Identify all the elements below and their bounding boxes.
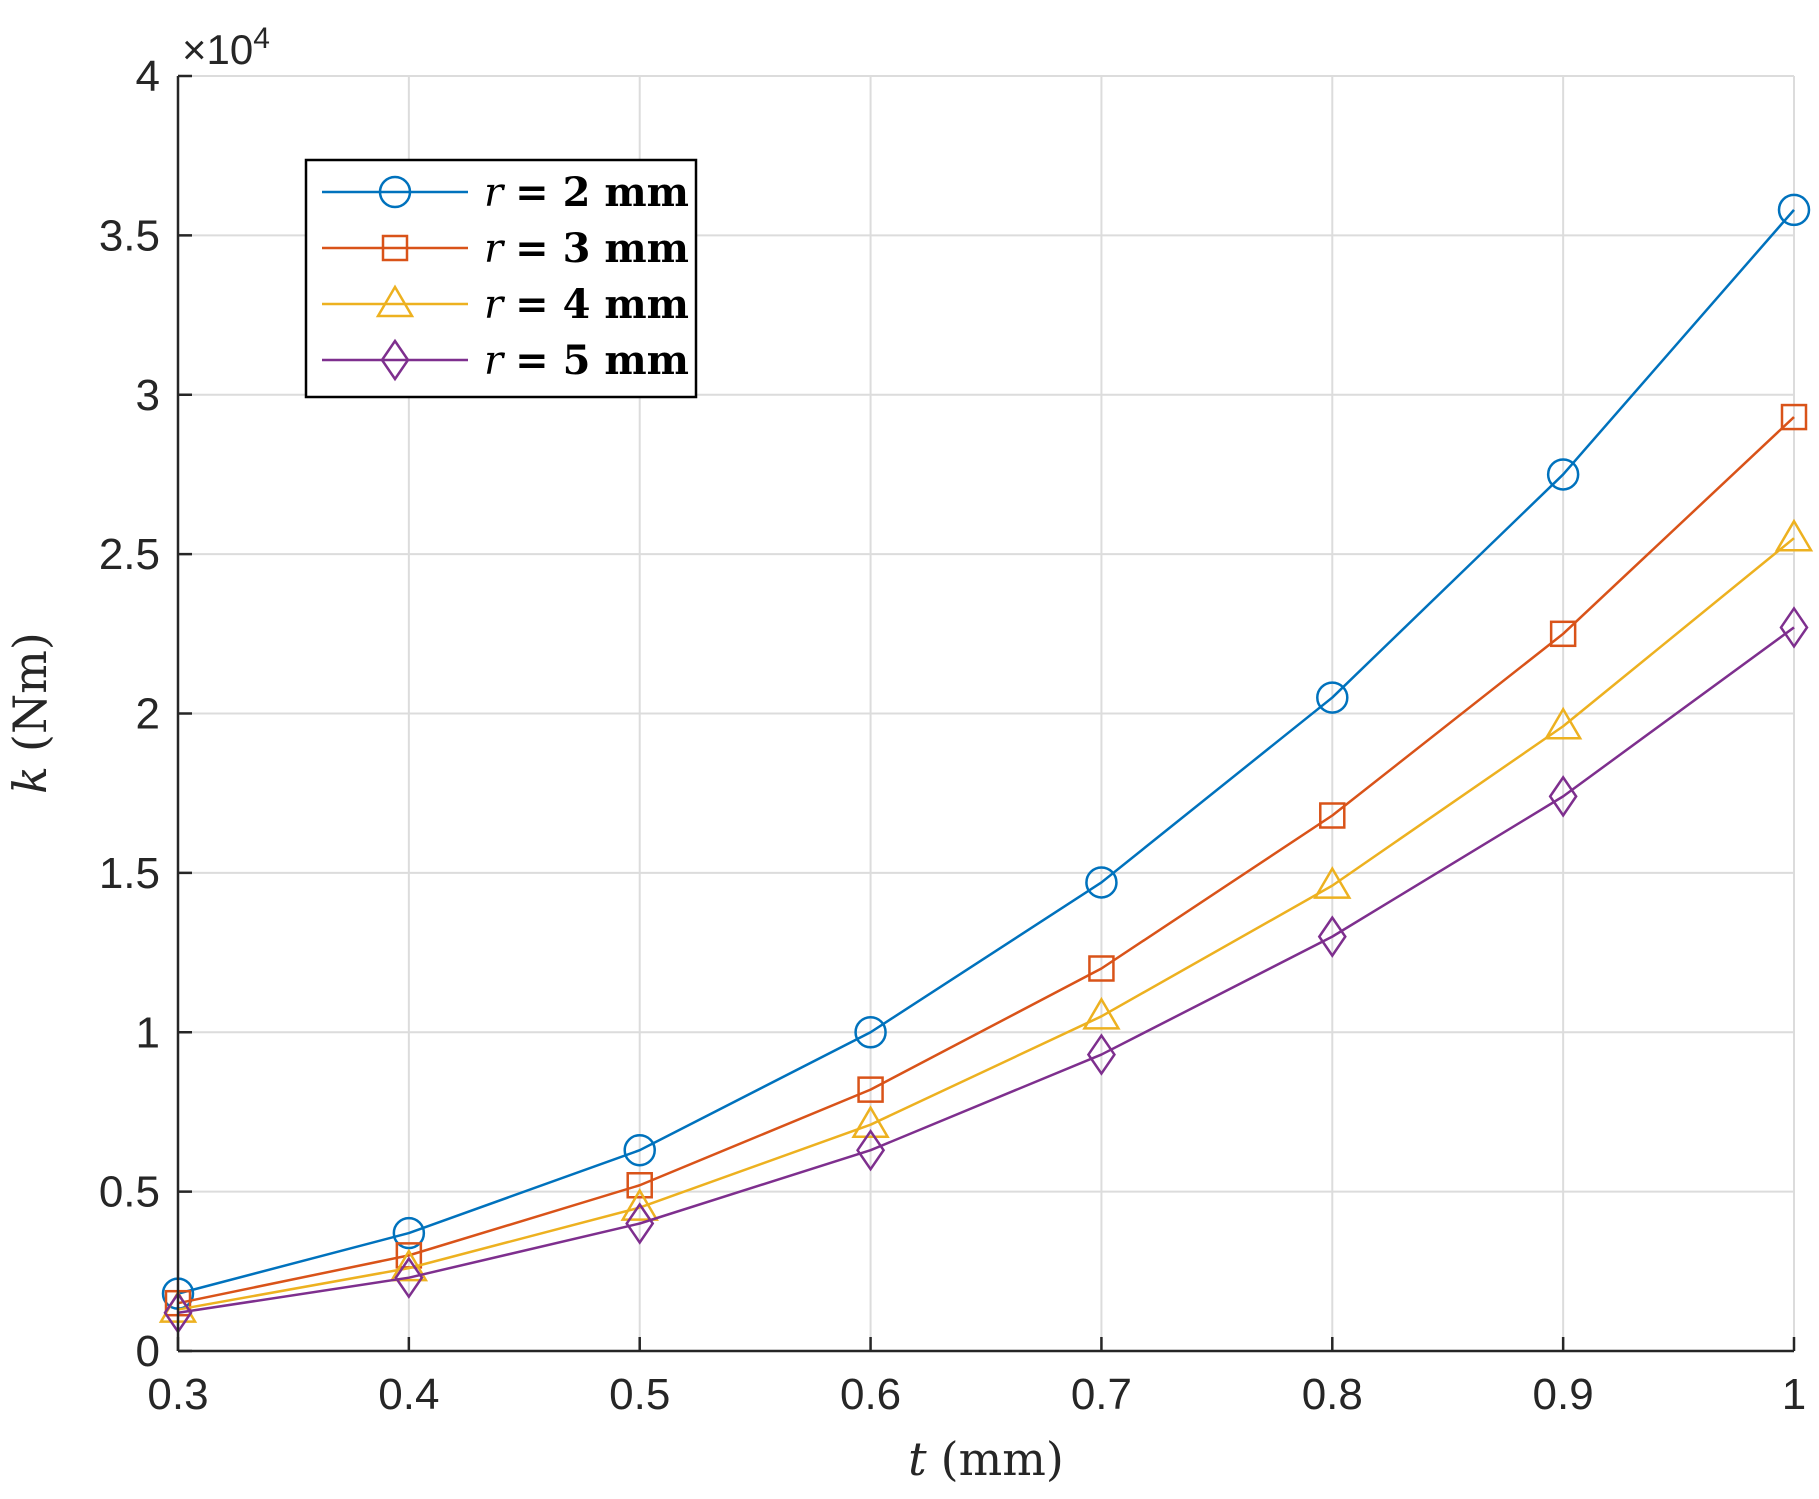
data-point-circle xyxy=(392,1216,426,1250)
series-line-4 xyxy=(177,626,1795,1314)
legend-item-1: r = 2 mm xyxy=(322,169,689,216)
data-point-square xyxy=(1088,955,1115,982)
legend-var: r xyxy=(484,282,506,328)
x-tick-label: 0.9 xyxy=(1533,1370,1594,1419)
legend-label: r = 3 mm xyxy=(484,225,689,272)
x-tick-label: 0.4 xyxy=(378,1370,439,1419)
legend-item-2: r = 3 mm xyxy=(322,225,689,272)
data-point-diamond xyxy=(625,1202,655,1245)
legend-label: r = 4 mm xyxy=(484,281,689,328)
x-tick-label: 0.3 xyxy=(147,1370,208,1419)
y-tick-label: 4 xyxy=(136,52,160,101)
y-tick-label: 0 xyxy=(136,1327,160,1376)
y-tick-label: 1 xyxy=(136,1008,160,1057)
legend-marker-diamond xyxy=(380,338,410,382)
data-point-diamond xyxy=(394,1256,424,1299)
legend-marker-circle xyxy=(378,175,412,209)
legend-item-3: r = 4 mm xyxy=(322,281,689,328)
data-point-square xyxy=(626,1172,653,1199)
data-point-triangle xyxy=(1082,996,1121,1030)
y-tick-label: 2 xyxy=(136,690,160,739)
y-exponent-label: ×104 xyxy=(182,22,270,73)
y-axis-title: k(Nm) xyxy=(3,632,57,794)
data-point-square xyxy=(1549,620,1577,648)
data-point-diamond xyxy=(1317,915,1347,958)
legend-eq: = 5 mm xyxy=(515,337,689,384)
series-2 xyxy=(164,403,1808,1317)
data-point-circle xyxy=(1316,681,1349,714)
data-point-square xyxy=(1319,802,1346,829)
y-tick-label: 1.5 xyxy=(99,849,160,898)
data-point-triangle xyxy=(851,1105,890,1138)
legend: r = 2 mmr = 3 mmr = 4 mmr = 5 mm xyxy=(304,158,698,399)
legend-label: r = 5 mm xyxy=(484,337,689,384)
series-line-2 xyxy=(177,416,1795,1305)
ticks: 0.3 0.4 0.5 0.6 0.7 0.8 0.9 1 0 0.5 1 1.5 2 2.5 3 3.5 4 xyxy=(99,52,1806,1419)
data-point-circle xyxy=(623,1133,656,1167)
data-point-diamond xyxy=(1086,1033,1116,1076)
series-layer xyxy=(158,193,1814,1334)
data-point-triangle xyxy=(620,1188,659,1221)
legend-var: r xyxy=(484,170,506,216)
series-1 xyxy=(161,193,1811,1310)
legend-item-4: r = 5 mm xyxy=(322,337,689,384)
x-tick-label: 0.7 xyxy=(1071,1370,1132,1419)
y-tick-label: 2.5 xyxy=(99,530,160,579)
x-tick-label: 1 xyxy=(1782,1370,1806,1419)
y-tick-label: 3.5 xyxy=(99,211,160,260)
data-point-diamond xyxy=(856,1128,886,1172)
legend-eq: = 2 mm xyxy=(515,169,689,216)
legend-var: r xyxy=(484,338,506,384)
data-point-diamond xyxy=(1779,606,1809,649)
data-point-square xyxy=(1780,403,1808,431)
x-axis-title: t (mm) xyxy=(908,1432,1064,1486)
data-point-circle xyxy=(1085,866,1118,899)
series-line-1 xyxy=(177,209,1795,1295)
grid xyxy=(177,75,1795,1352)
data-point-circle xyxy=(1546,458,1580,491)
series-4 xyxy=(163,606,1809,1334)
x-tick-label: 0.8 xyxy=(1302,1370,1363,1419)
legend-var: r xyxy=(484,226,506,272)
data-point-circle xyxy=(1777,193,1811,227)
data-point-diamond xyxy=(1548,775,1578,818)
data-point-circle xyxy=(854,1016,887,1049)
legend-marker-square xyxy=(381,234,409,262)
data-point-square xyxy=(857,1076,884,1103)
x-tick-label: 0.6 xyxy=(840,1370,901,1419)
legend-eq: = 4 mm xyxy=(515,281,689,328)
series-line-3 xyxy=(177,537,1795,1311)
data-point-triangle xyxy=(1774,518,1814,552)
data-point-triangle xyxy=(389,1248,429,1282)
x-tick-label: 0.5 xyxy=(609,1370,670,1419)
legend-eq: = 3 mm xyxy=(515,225,689,272)
data-point-triangle xyxy=(1543,706,1583,740)
legend-marker-triangle xyxy=(375,284,415,318)
y-tick-label: 3 xyxy=(136,371,160,420)
legend-box xyxy=(304,158,698,399)
y-tick-label: 0.5 xyxy=(99,1168,160,1217)
legend-label: r = 2 mm xyxy=(484,169,689,216)
data-point-triangle xyxy=(1313,866,1352,899)
